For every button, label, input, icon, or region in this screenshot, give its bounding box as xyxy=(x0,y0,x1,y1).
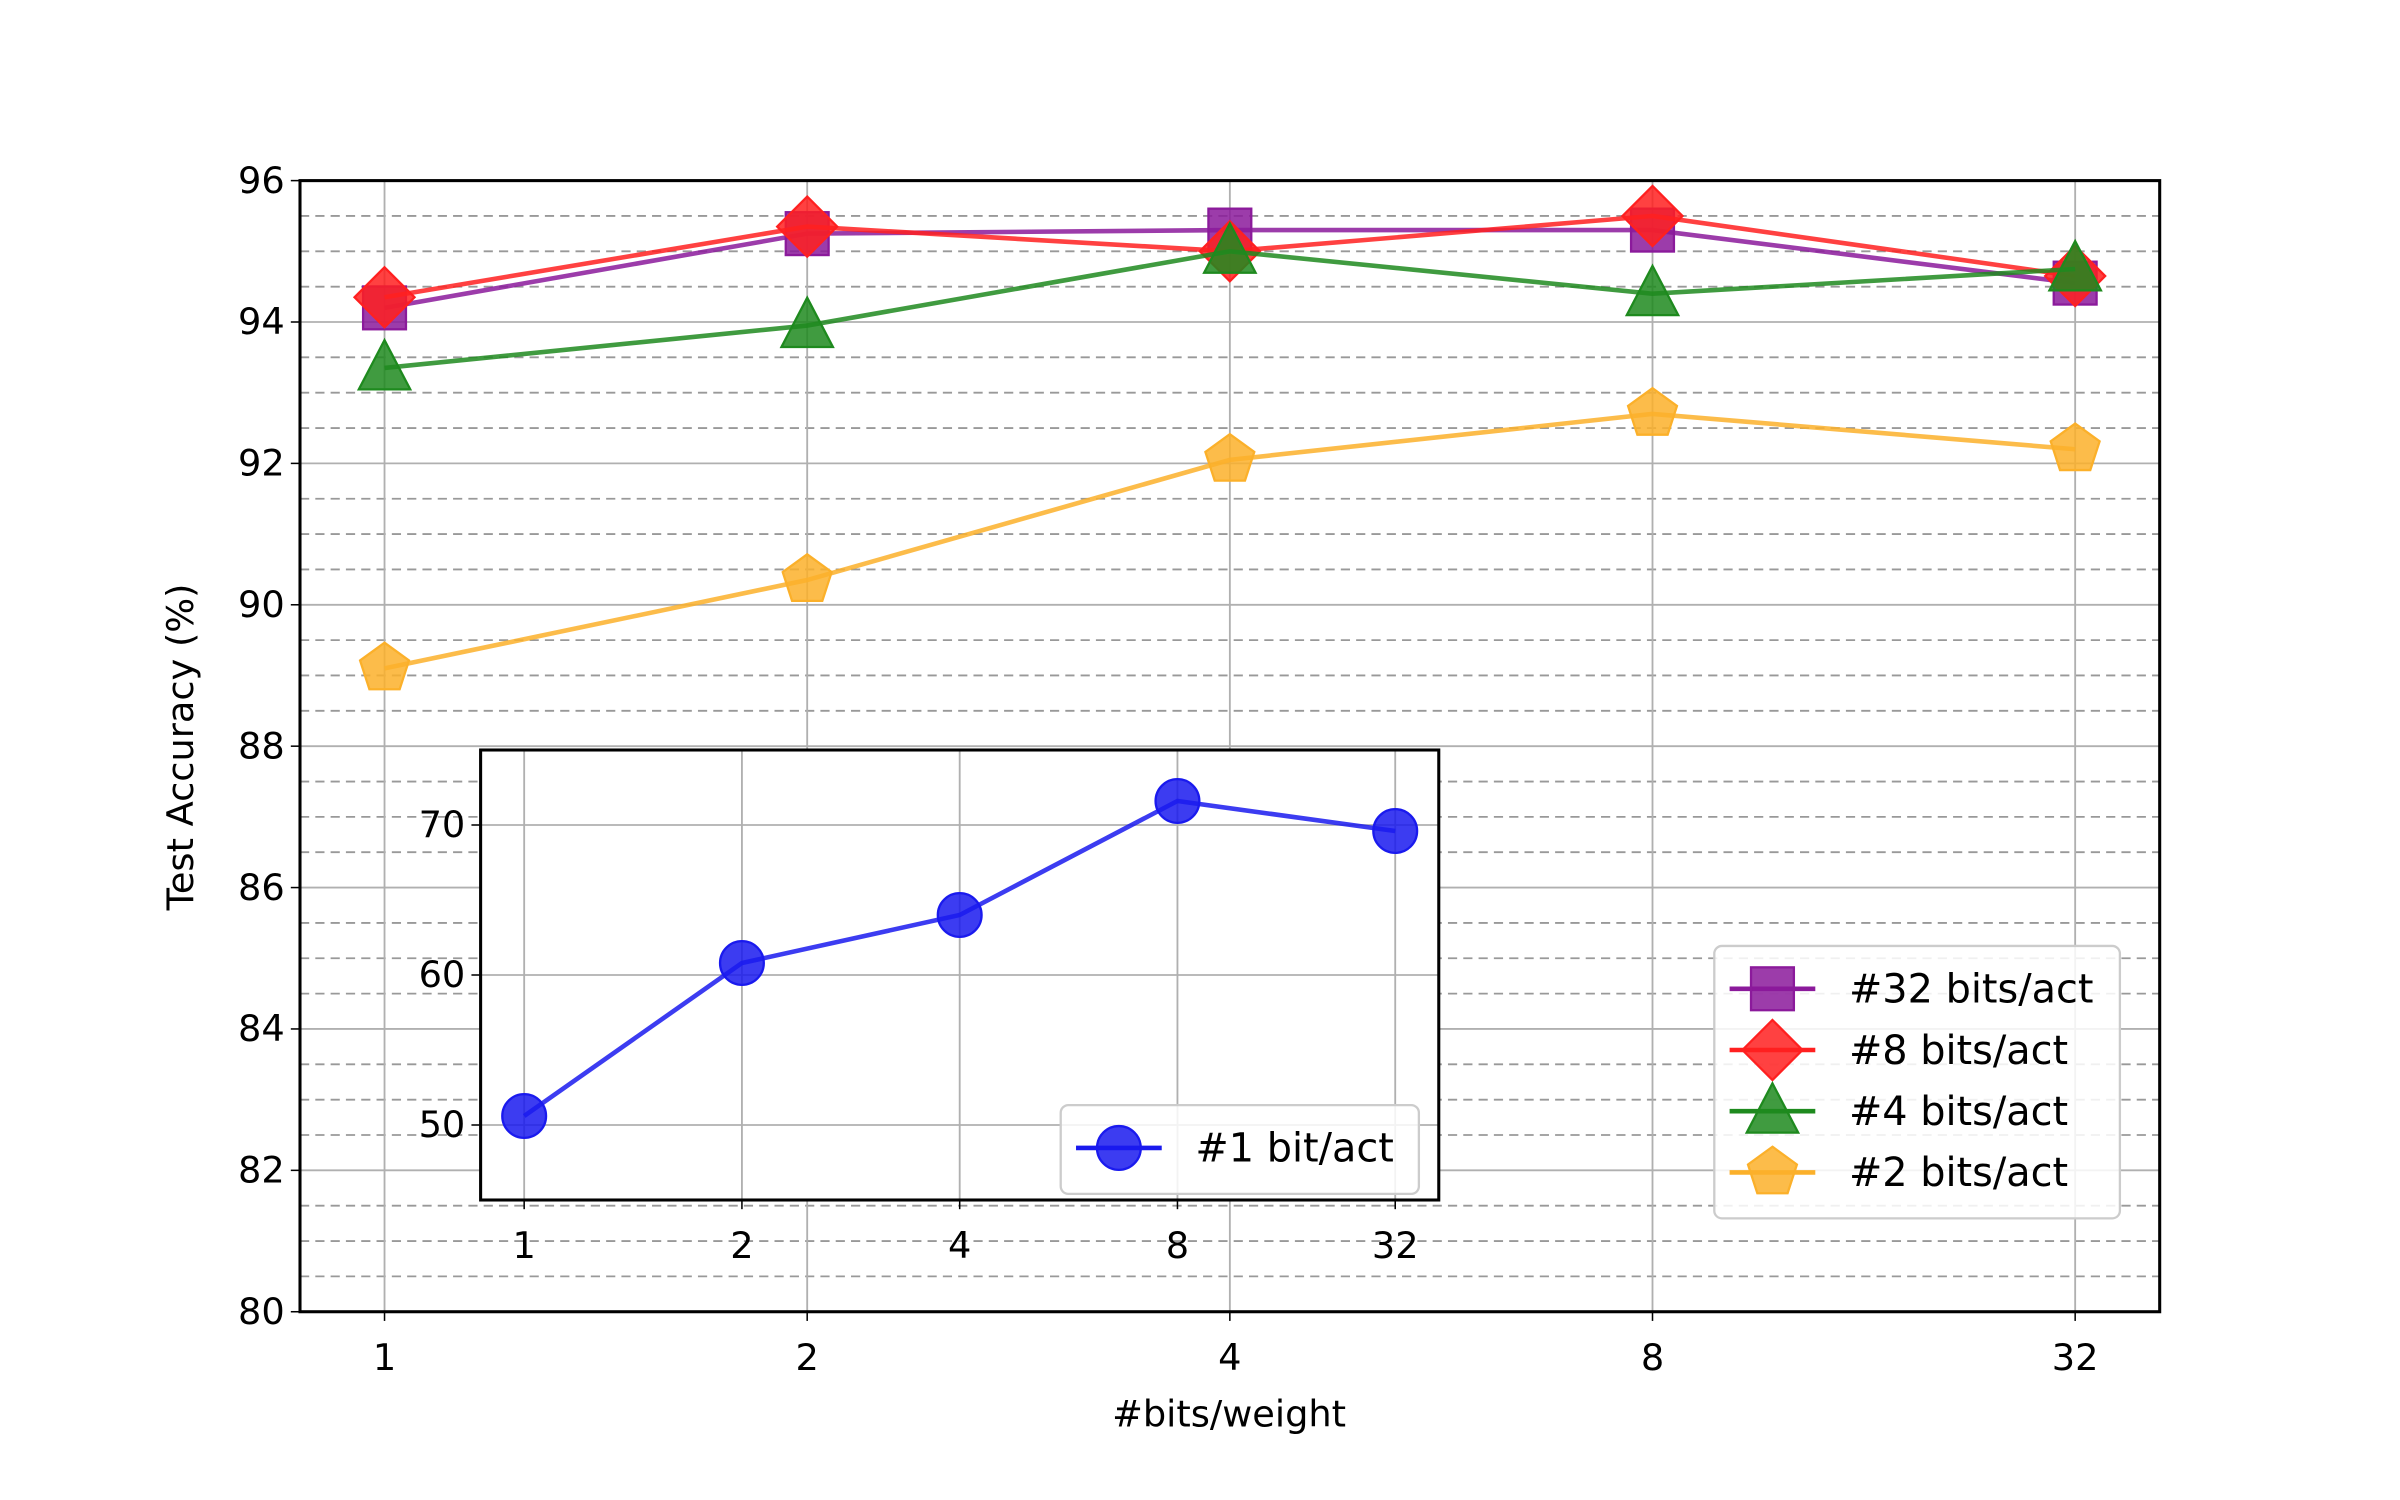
x-tick-label: 2 xyxy=(730,1224,753,1267)
data-point xyxy=(936,891,983,939)
plot-frame xyxy=(298,179,2162,1314)
y-tick-label: 94 xyxy=(238,300,285,343)
series-2 xyxy=(356,220,2103,391)
inset-plot: 50 60 70 1 2 4 8 32 #1 bit/act xyxy=(419,748,1441,1267)
x-tick-label: 8 xyxy=(1641,1336,1664,1379)
legend-marker xyxy=(1746,1145,1799,1195)
data-point xyxy=(2047,238,2103,292)
plot-frame xyxy=(479,748,1441,1202)
y-tick-label: 84 xyxy=(238,1007,285,1050)
y-axis-label: Test Accuracy (%) xyxy=(159,584,202,912)
y-tick-label: 96 xyxy=(238,159,285,202)
series-3 xyxy=(358,386,2101,691)
legend-box xyxy=(1713,944,2122,1220)
x-axis-label: #bits/weight xyxy=(1112,1393,1346,1436)
legend-label: #4 bits/act xyxy=(1849,1089,2068,1135)
data-point xyxy=(1202,220,1258,274)
legend-marker xyxy=(1749,966,1796,1012)
y-tick-label: 92 xyxy=(238,442,285,485)
y-tick-label: 82 xyxy=(238,1149,285,1192)
data-point xyxy=(501,1092,548,1140)
x-tick-label: 2 xyxy=(796,1336,819,1379)
data-point xyxy=(1626,386,1679,436)
data-point xyxy=(356,337,413,391)
legend-marker xyxy=(1740,1018,1805,1082)
data-point xyxy=(2049,422,2101,472)
legend-marker xyxy=(1744,1080,1801,1134)
data-point xyxy=(718,939,765,987)
legend-label: #2 bits/act xyxy=(1849,1150,2068,1196)
y-tick-label: 60 xyxy=(419,953,466,996)
legend-marker xyxy=(1095,1124,1142,1171)
x-tick-label: 4 xyxy=(1218,1336,1241,1379)
x-tick-label: 4 xyxy=(948,1224,971,1267)
data-point xyxy=(1372,807,1419,855)
data-point xyxy=(775,194,839,259)
series-0 xyxy=(501,777,1419,1140)
data-point xyxy=(358,641,411,691)
legend-box xyxy=(1059,1103,1421,1196)
y-tick-label: 50 xyxy=(419,1103,466,1146)
data-point xyxy=(1620,184,1685,248)
legend-label: #32 bits/act xyxy=(1849,967,2093,1013)
x-tick-label: 8 xyxy=(1166,1224,1189,1267)
data-point xyxy=(1154,777,1201,825)
x-tick-label: 32 xyxy=(2052,1336,2099,1379)
data-point xyxy=(1204,432,1256,482)
y-tick-label: 70 xyxy=(419,803,466,846)
data-point xyxy=(779,295,835,349)
legend-label: #8 bits/act xyxy=(1849,1028,2068,1074)
y-tick-label: 90 xyxy=(238,583,285,626)
x-tick-label: 1 xyxy=(512,1224,535,1267)
x-tick-label: 1 xyxy=(373,1336,396,1379)
data-point xyxy=(1624,263,1681,317)
y-tick-label: 86 xyxy=(238,866,285,909)
data-point xyxy=(352,265,417,329)
y-tick-label: 80 xyxy=(238,1290,285,1333)
y-tick-label: 88 xyxy=(238,724,285,767)
data-point xyxy=(781,552,833,602)
legend-label: #1 bit/act xyxy=(1195,1126,1393,1172)
x-tick-label: 32 xyxy=(1372,1224,1419,1267)
